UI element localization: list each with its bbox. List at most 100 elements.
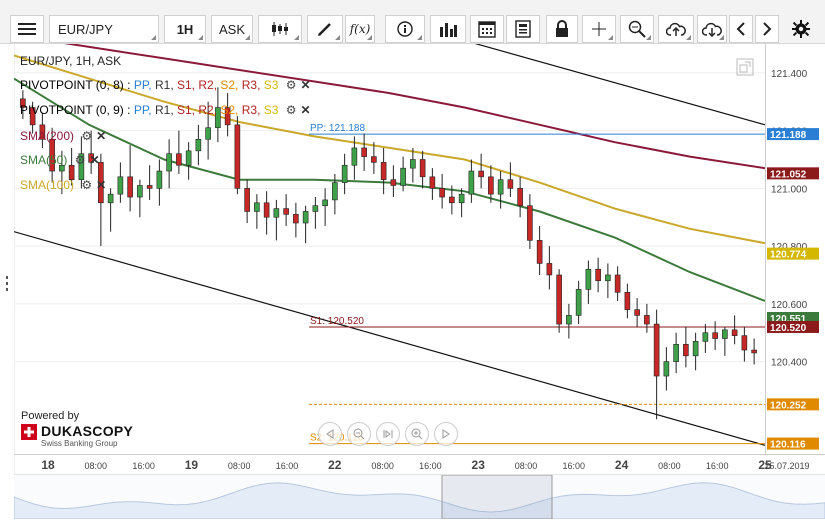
candle-body bbox=[263, 202, 270, 218]
candle-body bbox=[312, 205, 319, 212]
level-label-pp: PP: 121.188 bbox=[310, 123, 365, 134]
sma200-legend[interactable]: SMA(200) ⚙ ✕ bbox=[20, 129, 106, 143]
candle-body bbox=[78, 153, 85, 181]
gear-icon[interactable]: ⚙ bbox=[74, 153, 86, 167]
close-icon[interactable]: ✕ bbox=[300, 103, 311, 117]
left-resize-grip[interactable] bbox=[0, 44, 15, 518]
timeframe-selector[interactable]: 1H bbox=[164, 15, 206, 43]
close-icon[interactable]: ✕ bbox=[300, 78, 311, 92]
x-tick-label: 19 bbox=[185, 458, 199, 472]
trend-line bbox=[474, 44, 765, 126]
crosshair-button[interactable] bbox=[582, 15, 616, 43]
zoom-icon bbox=[628, 20, 646, 38]
close-icon[interactable]: ✕ bbox=[96, 129, 107, 143]
expand-icon[interactable] bbox=[736, 58, 754, 76]
candle-body bbox=[692, 341, 699, 357]
candle-body bbox=[458, 193, 465, 204]
price-badge-text: 120.252 bbox=[770, 400, 807, 411]
scroll-left-button[interactable] bbox=[729, 15, 753, 43]
indicator-button[interactable]: f(x) bbox=[345, 15, 375, 43]
candle-body bbox=[39, 124, 46, 140]
pivot-legend-sep: : bbox=[127, 103, 131, 117]
candle-body bbox=[585, 268, 592, 290]
candle-body bbox=[712, 332, 718, 339]
pan-right-icon[interactable] bbox=[434, 422, 458, 446]
chart-area[interactable]: PP: 121.188 S1: 120.520 S2: 120.116 bbox=[14, 44, 765, 454]
chart-type-button[interactable] bbox=[258, 15, 302, 43]
pivot-legend-name: PIVOTPOINT (0, 8) bbox=[20, 78, 124, 92]
close-icon[interactable]: ✕ bbox=[89, 153, 100, 167]
time-axis[interactable]: 18 08:00 16:00 19 08:00 16:00 22 08:00 16:00 23 08… bbox=[14, 454, 825, 474]
gear-icon[interactable]: ⚙ bbox=[285, 103, 297, 117]
x-tick-label: 08:00 bbox=[85, 461, 108, 471]
candle-body bbox=[302, 211, 309, 224]
candle-body bbox=[400, 167, 406, 186]
y-tick-label: 120.600 bbox=[771, 300, 808, 311]
upload-button[interactable] bbox=[658, 15, 694, 43]
candle-body bbox=[361, 147, 367, 157]
candle-body bbox=[68, 164, 75, 181]
pencil-icon bbox=[317, 21, 333, 37]
pan-left-icon[interactable] bbox=[318, 422, 342, 446]
calendar-button[interactable] bbox=[470, 15, 504, 43]
pivot-item-r2: R2, bbox=[198, 103, 221, 117]
sma50-legend[interactable]: SMA(50) ⚙ ✕ bbox=[20, 153, 100, 167]
pivot-item-r1: R1, bbox=[154, 103, 177, 117]
sma200-label: SMA(200) bbox=[20, 129, 75, 143]
gear-icon[interactable]: ⚙ bbox=[81, 129, 93, 143]
draw-tool-button[interactable] bbox=[307, 15, 343, 43]
gear-icon[interactable]: ⚙ bbox=[81, 178, 93, 192]
news-icon bbox=[515, 20, 531, 38]
pivot-legend-2[interactable]: PIVOTPOINT (0, 9) : PP, R1, S1, R2, S2, … bbox=[20, 103, 311, 117]
chevron-left-icon bbox=[736, 21, 746, 37]
pivot-item-s2: S2, bbox=[220, 78, 242, 92]
pivot-item-s2: S2, bbox=[220, 103, 242, 117]
reset-zoom-icon[interactable] bbox=[376, 422, 400, 446]
pivot-legend-items: PP, R1, S1, R2, S2, R3, S3 bbox=[134, 103, 279, 117]
pivot-legend-sep: : bbox=[127, 78, 131, 92]
candle-body bbox=[273, 208, 280, 218]
sma100-label: SMA(100) bbox=[20, 178, 75, 192]
volume-button[interactable] bbox=[430, 15, 466, 43]
candle-body bbox=[439, 188, 445, 198]
candle-body bbox=[341, 164, 348, 183]
zoom-out-icon[interactable] bbox=[347, 422, 371, 446]
scroll-right-button[interactable] bbox=[755, 15, 779, 43]
x-tick-label: 08:00 bbox=[658, 461, 681, 471]
candle-body bbox=[595, 268, 601, 282]
zoom-button[interactable] bbox=[620, 15, 654, 43]
gear-icon[interactable]: ⚙ bbox=[285, 78, 297, 92]
download-button[interactable] bbox=[697, 15, 727, 43]
side-selector[interactable]: ASK bbox=[211, 15, 253, 43]
pivot-item-s3: S3 bbox=[263, 103, 279, 117]
candle-body bbox=[224, 107, 231, 126]
candle-body bbox=[332, 182, 338, 201]
pivot-item-r3: R3, bbox=[241, 78, 264, 92]
info-button[interactable] bbox=[385, 15, 425, 43]
gear-icon bbox=[792, 20, 810, 38]
navigator[interactable] bbox=[13, 474, 825, 520]
menu-button[interactable] bbox=[10, 15, 44, 43]
candle-body bbox=[702, 332, 709, 342]
candle-body bbox=[478, 170, 484, 178]
settings-button[interactable] bbox=[786, 15, 816, 43]
close-icon[interactable]: ✕ bbox=[96, 178, 107, 192]
pivot-legend-1[interactable]: PIVOTPOINT (0, 8) : PP, R1, S1, R2, S2, … bbox=[20, 78, 311, 92]
sma100-legend[interactable]: SMA(100) ⚙ ✕ bbox=[20, 178, 106, 192]
time-axis-svg: 18 08:00 16:00 19 08:00 16:00 22 08:00 16:00 23 08… bbox=[41, 458, 809, 472]
pivot-legend-name: PIVOTPOINT (0, 9) bbox=[20, 103, 124, 117]
pivot-item-s1: S1, bbox=[177, 78, 199, 92]
symbol-selector[interactable]: EUR/JPY bbox=[49, 15, 159, 43]
navigator-svg bbox=[13, 474, 825, 520]
candle-body bbox=[536, 240, 543, 264]
price-axis-svg: 120.400120.600120.800121.000121.200121.4… bbox=[767, 69, 819, 451]
news-button[interactable] bbox=[506, 15, 540, 43]
download-cloud-icon bbox=[702, 21, 722, 37]
candle-body bbox=[741, 335, 748, 351]
candle-body bbox=[107, 193, 114, 204]
price-axis[interactable]: 120.400120.600120.800121.000121.200121.4… bbox=[765, 44, 825, 454]
swiss-cross-logo bbox=[21, 424, 37, 440]
candle-body bbox=[185, 150, 192, 166]
lock-button[interactable] bbox=[546, 15, 578, 43]
zoom-in-icon[interactable] bbox=[405, 422, 429, 446]
